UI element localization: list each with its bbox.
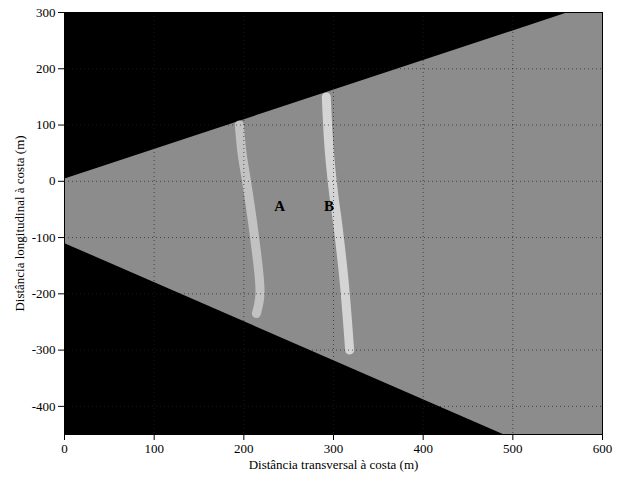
svg-text:200: 200 (234, 441, 254, 456)
svg-text:100: 100 (36, 117, 56, 132)
svg-text:600: 600 (593, 441, 613, 456)
svg-text:500: 500 (503, 441, 523, 456)
svg-text:100: 100 (144, 441, 164, 456)
svg-text:B: B (324, 198, 334, 214)
svg-text:A: A (274, 198, 285, 214)
svg-text:200: 200 (36, 61, 56, 76)
svg-text:-300: -300 (32, 342, 56, 357)
svg-text:0: 0 (61, 441, 68, 456)
svg-text:-400: -400 (32, 399, 56, 414)
svg-text:Distância transversal à costa: Distância transversal à costa (m) (249, 457, 419, 472)
svg-text:0: 0 (49, 173, 56, 188)
svg-text:300: 300 (36, 5, 56, 20)
svg-text:Distância longitudinal à costa: Distância longitudinal à costa (m) (12, 135, 27, 311)
svg-text:400: 400 (413, 441, 433, 456)
svg-text:-100: -100 (32, 230, 56, 245)
svg-text:300: 300 (324, 441, 344, 456)
svg-text:-200: -200 (32, 286, 56, 301)
